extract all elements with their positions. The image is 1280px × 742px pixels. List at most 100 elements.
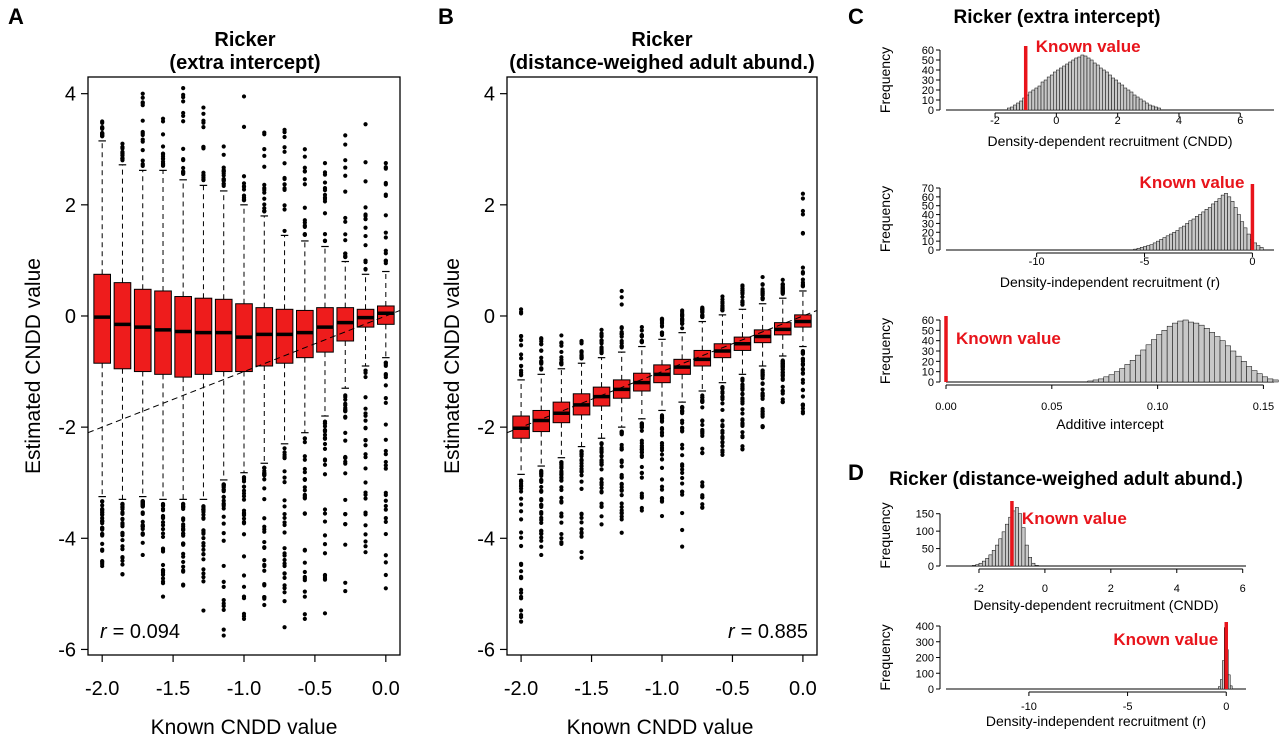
outlier-point	[322, 161, 328, 166]
outlier-point	[302, 165, 307, 170]
outlier-point	[262, 190, 267, 195]
outlier-point	[282, 228, 287, 234]
histogram-bar	[1259, 247, 1264, 251]
histogram-bar	[1028, 557, 1032, 567]
outlier-point	[302, 232, 307, 237]
outlier-point	[160, 581, 166, 586]
outlier-point	[363, 406, 368, 411]
outlier-point	[343, 522, 348, 527]
outlier-point	[639, 453, 644, 458]
outlier-point	[383, 192, 388, 197]
outlier-point	[181, 522, 186, 527]
histogram-bar	[1132, 94, 1137, 111]
y-tick-label: 50	[922, 201, 934, 213]
outlier-point	[363, 374, 368, 380]
outlier-point	[559, 485, 564, 490]
panel-a-r-symbol: r	[100, 621, 108, 643]
outlier-point	[120, 562, 125, 567]
outlier-point	[619, 288, 624, 294]
histogram-bar	[1220, 194, 1225, 251]
outlier-point	[322, 519, 328, 524]
outlier-point	[579, 469, 584, 474]
outlier-point	[363, 490, 368, 495]
histogram-bar	[1251, 370, 1258, 383]
outlier-point	[383, 560, 388, 565]
outlier-point	[120, 572, 125, 577]
outlier-point	[201, 608, 206, 613]
x-axis-label: Density-independent recruitment (r)	[986, 713, 1206, 729]
histogram-bar	[1092, 379, 1099, 383]
outlier-point	[740, 423, 745, 429]
x-tick-label: -1.0	[227, 678, 261, 700]
outlier-point	[160, 576, 166, 581]
histogram-bar	[1024, 544, 1029, 567]
y-tick-label: 50	[922, 55, 934, 67]
y-tick-label: 300	[916, 637, 934, 649]
outlier-point	[282, 530, 287, 535]
panel-b-r-symbol: r	[728, 621, 736, 643]
outlier-point	[740, 291, 745, 296]
outlier-point	[518, 334, 524, 339]
outlier-point	[100, 126, 105, 131]
outlier-point	[780, 391, 785, 396]
outlier-point	[343, 459, 348, 464]
histogram-bar	[1123, 87, 1128, 111]
outlier-point	[140, 540, 145, 545]
outlier-point	[720, 452, 725, 458]
outlier-point	[160, 594, 166, 599]
outlier-point	[363, 225, 368, 230]
outlier-point	[100, 499, 105, 504]
outlier-point	[780, 277, 785, 282]
outlier-point	[579, 527, 584, 532]
outlier-point	[363, 443, 368, 448]
outlier-point	[181, 559, 186, 565]
x-axis-label: Density-dependent recruitment (CNDD)	[987, 133, 1232, 149]
outlier-point	[579, 349, 584, 354]
outlier-point	[559, 520, 564, 525]
outlier-point	[559, 360, 564, 366]
outlier-point	[740, 399, 745, 404]
outlier-point	[282, 557, 287, 563]
y-tick-label: 200	[916, 653, 934, 665]
outlier-point	[383, 396, 388, 401]
x-axis-label: Density-dependent recruitment (CNDD)	[973, 597, 1218, 613]
histogram-bar	[1028, 91, 1033, 111]
y-tick-label: 20	[922, 356, 934, 368]
outlier-point	[383, 375, 388, 380]
y-tick-label: 50	[922, 325, 934, 337]
x-tick-label: 0.10	[1147, 401, 1168, 413]
outlier-point	[343, 409, 348, 414]
outlier-point	[140, 499, 145, 504]
outlier-point	[181, 564, 186, 569]
panel-b-y-axis-label: Estimated CNDD value	[441, 258, 464, 474]
outlier-point	[282, 145, 287, 150]
outlier-point	[140, 139, 145, 144]
outlier-point	[659, 465, 665, 470]
outlier-point	[363, 205, 368, 210]
outlier-point	[322, 542, 328, 547]
outlier-point	[221, 501, 226, 506]
outlier-point	[262, 477, 267, 482]
panel-a-y-axis-label: Estimated CNDD value	[22, 258, 45, 474]
histogram-bar	[1124, 364, 1131, 383]
outlier-point	[383, 492, 388, 498]
panel-letter-d: D	[848, 460, 864, 485]
outlier-point	[262, 130, 267, 135]
outlier-point	[518, 530, 524, 535]
histogram-bar	[1046, 76, 1051, 111]
outlier-point	[241, 596, 247, 601]
outlier-point	[579, 338, 584, 344]
outlier-point	[760, 394, 765, 399]
outlier-point	[302, 569, 307, 575]
histogram-bar	[1194, 216, 1199, 251]
outlier-point	[700, 505, 705, 510]
outlier-point	[363, 122, 368, 127]
outlier-point	[302, 154, 307, 159]
histogram-bar	[1114, 79, 1118, 111]
histogram-bar	[1136, 247, 1141, 251]
histogram-bar	[1062, 65, 1066, 111]
outlier-point	[518, 509, 524, 514]
y-tick-label: -4	[58, 528, 76, 550]
outlier-point	[322, 458, 328, 463]
outlier-point	[120, 520, 125, 526]
